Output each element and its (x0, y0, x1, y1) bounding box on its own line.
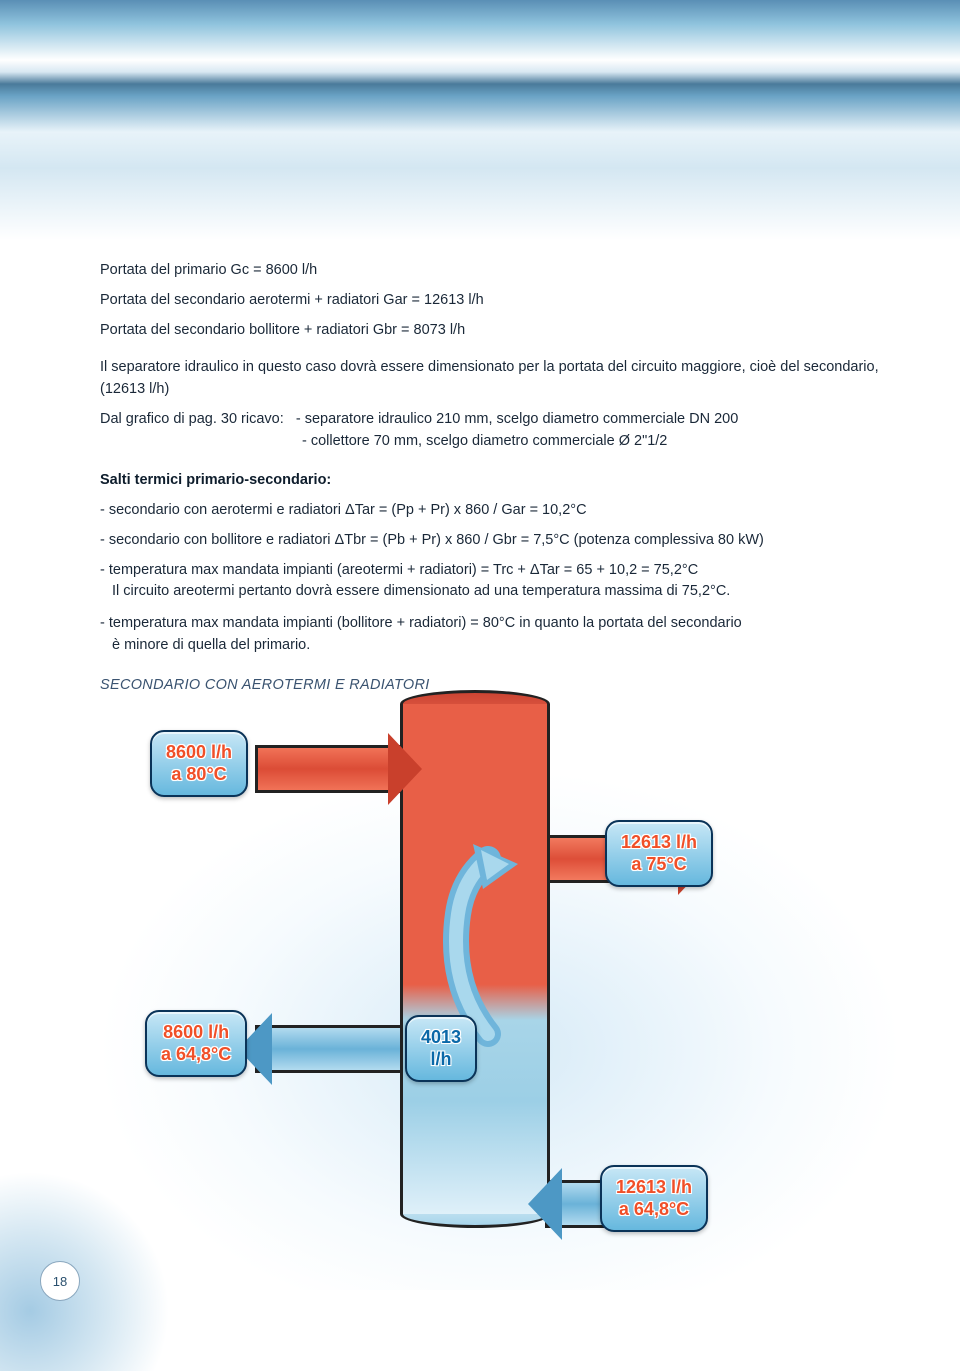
badge-line: l/h (421, 1049, 461, 1071)
badge-line: a 75°C (621, 854, 697, 876)
header-gradient-band (0, 0, 960, 240)
salti-2: - secondario con bollitore e radiatori Δ… (100, 530, 880, 552)
grafico-lead: Dal grafico di pag. 30 ricavo: (100, 411, 284, 427)
page-number-wrap: 18 (40, 1261, 80, 1301)
port-primary-in (255, 745, 405, 793)
arrow-secondary-return (528, 1168, 562, 1240)
badge-line: a 80°C (166, 764, 232, 786)
badge-line: 4013 (421, 1027, 461, 1049)
badge-line: a 64,8°C (616, 1199, 692, 1221)
port-primary-return (255, 1025, 405, 1073)
salti-3b: Il circuito areotermi pertanto dovrà ess… (112, 583, 730, 599)
body-text: Portata del primario Gc = 8600 l/h Porta… (0, 240, 960, 696)
salti-4b: è minore di quella del primario. (112, 637, 310, 653)
grafico-item-2: - collettore 70 mm, scelgo diametro comm… (302, 431, 667, 453)
salti-1: - secondario con aerotermi e radiatori Δ… (100, 500, 880, 522)
portata-secondario-gar: Portata del secondario aerotermi + radia… (100, 290, 880, 312)
salti-4a: - temperatura max mandata impianti (boll… (100, 615, 742, 631)
portata-secondario-gbr: Portata del secondario bollitore + radia… (100, 320, 880, 342)
badge-primary-return: 8600 l/h a 64,8°C (145, 1010, 247, 1077)
corner-swirl-decoration (0, 1171, 170, 1371)
badge-line: a 64,8°C (161, 1044, 231, 1066)
badge-bypass-flow: 4013 l/h (405, 1015, 477, 1082)
badge-line: 12613 l/h (621, 832, 697, 854)
separatore-note: Il separatore idraulico in questo caso d… (100, 357, 880, 401)
page-number: 18 (40, 1261, 80, 1301)
hydraulic-separator-diagram: 8600 l/h a 80°C 12613 l/h a 75°C 8600 l/… (100, 690, 800, 1270)
badge-line: 8600 l/h (161, 1022, 231, 1044)
separator-cylinder (400, 690, 550, 1250)
salti-3a: - temperatura max mandata impianti (areo… (100, 562, 698, 578)
badge-secondary-out: 12613 l/h a 75°C (605, 820, 713, 887)
badge-primary-in: 8600 l/h a 80°C (150, 730, 248, 797)
badge-secondary-return: 12613 l/h a 64,8°C (600, 1165, 708, 1232)
badge-line: 8600 l/h (166, 742, 232, 764)
portata-primario: Portata del primario Gc = 8600 l/h (100, 260, 880, 282)
arrow-primary-in (388, 733, 422, 805)
badge-line: 12613 l/h (616, 1177, 692, 1199)
grafico-item-1: - separatore idraulico 210 mm, scelgo di… (296, 411, 738, 427)
salti-title: Salti termici primario-secondario: (100, 470, 880, 492)
cylinder-body (400, 704, 550, 1214)
